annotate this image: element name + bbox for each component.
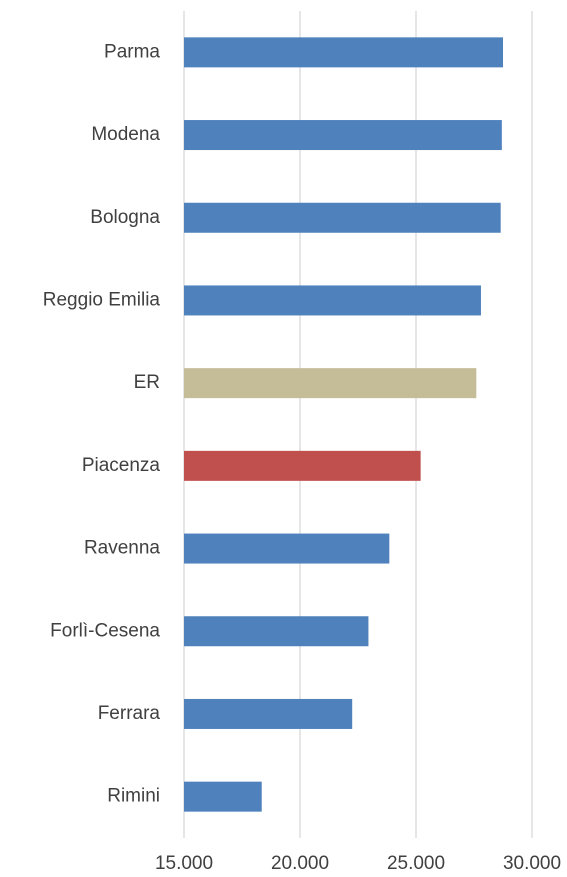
y-tick-label: ER xyxy=(134,372,160,393)
bar xyxy=(184,698,353,729)
y-tick-label: Reggio Emilia xyxy=(43,289,161,310)
y-tick-label: Bologna xyxy=(90,207,160,228)
bar xyxy=(184,781,262,812)
y-tick-label: Ravenna xyxy=(84,538,160,559)
bar xyxy=(184,285,481,316)
y-tick-label: Rimini xyxy=(107,786,160,807)
x-tick-label: 30.000 xyxy=(503,853,561,874)
x-tick-label: 25.000 xyxy=(387,853,445,874)
y-tick-label: Forlì-Cesena xyxy=(50,620,160,641)
y-tick-label: Parma xyxy=(104,41,160,62)
bar xyxy=(184,450,421,481)
bar xyxy=(184,533,390,564)
bar xyxy=(184,120,502,151)
bar xyxy=(184,37,503,68)
bar xyxy=(184,368,477,399)
x-tick-label: 20.000 xyxy=(271,853,329,874)
y-tick-label: Piacenza xyxy=(82,455,161,476)
x-tick-label: 15.000 xyxy=(155,853,213,874)
bar xyxy=(184,616,369,647)
y-tick-label: Modena xyxy=(91,124,160,145)
y-tick-label: Ferrara xyxy=(98,703,161,724)
bar xyxy=(184,202,501,233)
